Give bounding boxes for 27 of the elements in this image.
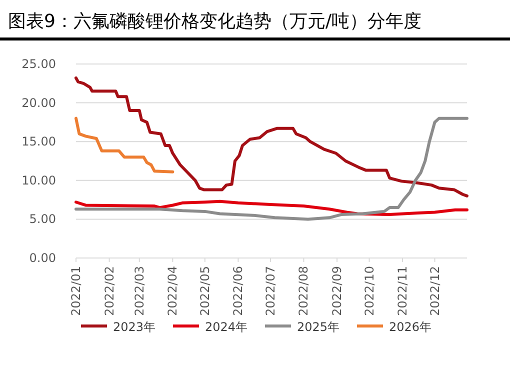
legend-label: 2026年 [389,320,432,334]
x-tick-label: 2022/04 [166,266,180,316]
x-tick-label: 2022/05 [198,266,212,316]
x-tick-label: 2022/10 [362,266,376,316]
x-tick-label: 2022/03 [132,266,146,316]
x-tick-label: 2022/12 [428,266,442,316]
y-tick-label: 15.00 [22,134,56,149]
y-tick-label: 10.00 [22,173,56,188]
x-tick-label: 2022/11 [396,266,410,316]
y-tick-label: 20.00 [22,96,56,110]
line-series [74,116,468,221]
x-tick-label: 2022/06 [231,266,246,316]
x-tick-label: 2022/02 [102,266,116,316]
line-series [74,116,174,174]
x-tick-label: 2022/01 [69,266,83,316]
y-tick-label: 25.00 [22,57,56,71]
x-tick-label: 2022/09 [330,266,344,316]
x-tick-label: 2022/07 [263,266,278,316]
legend-label: 2023年 [113,320,156,334]
chart-title: 图表9：六氟磷酸锂价格变化趋势（万元/吨）分年度 [8,11,422,32]
legend-label: 2024年 [205,320,248,334]
y-tick-label: 5.00 [29,212,56,226]
y-tick-label: 0.00 [29,251,56,265]
line-series [74,76,468,198]
legend-label: 2025年 [297,320,340,334]
line-series [74,200,468,216]
x-tick-label: 2022/08 [296,266,311,316]
